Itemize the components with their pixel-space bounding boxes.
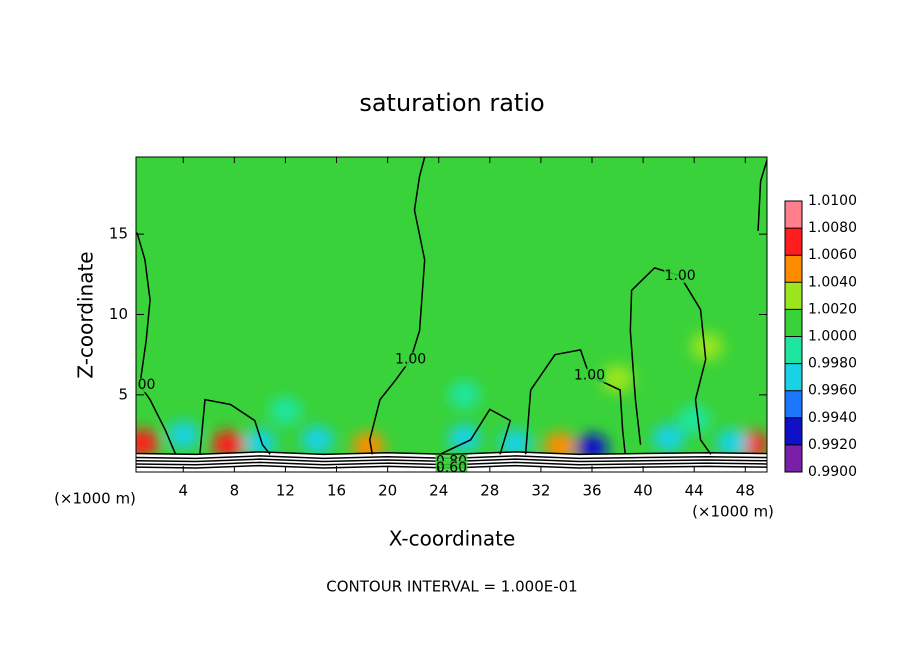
colorbar-tick-label: 0.9900	[808, 464, 857, 480]
colorbar-band	[785, 201, 802, 229]
contour-label-bg	[394, 352, 427, 367]
contour-line	[757, 159, 767, 231]
axes: 4 8 12 16 20 24 28 32 36 40 44 48510150.99000.99200…	[109, 156, 857, 500]
x-tick-label: 12	[276, 482, 295, 500]
colorbar-band	[785, 228, 802, 256]
x-tick-label: 48	[736, 482, 755, 500]
colorbar-band	[785, 417, 802, 445]
y-axis-label: Z-coordinate	[74, 251, 98, 378]
colorbar-band	[785, 444, 802, 472]
x-tick-label: 8	[230, 482, 240, 500]
contour-label-bg	[664, 268, 697, 283]
contour-label: 1.00	[665, 268, 696, 284]
colorbar-tick-label: 0.9940	[808, 410, 857, 426]
contour-line	[439, 408, 512, 455]
field-blob	[136, 429, 159, 458]
x-tick-label: 4	[178, 482, 188, 500]
contour-note: CONTOUR INTERVAL = 1.000E-01	[326, 578, 577, 596]
x-tick-label: 20	[378, 482, 397, 500]
x-tick-label: 44	[685, 482, 704, 500]
field-blob	[301, 425, 334, 454]
chart-title: saturation ratio	[359, 89, 544, 117]
colorbar-band	[785, 282, 802, 310]
y-tick-label: 15	[109, 225, 128, 243]
contour-line	[136, 451, 767, 456]
field-blob	[211, 430, 244, 459]
x-tick-label: 32	[531, 482, 550, 500]
colorbar-band	[785, 363, 802, 391]
colorbar-band	[785, 309, 802, 337]
contour-line	[136, 232, 177, 455]
plot-area: 1.001.001.001.000.800.60	[124, 157, 767, 476]
field-blob	[448, 424, 481, 453]
field-blob	[716, 429, 749, 458]
field-blob	[690, 332, 723, 361]
contour-line	[199, 398, 271, 455]
contour-label-bg	[573, 368, 606, 383]
colorbar-tick-label: 0.9920	[808, 437, 857, 453]
colorbar-tick-label: 1.0020	[808, 301, 857, 317]
colorbar-band	[785, 390, 802, 418]
colorbar-tick-label: 0.9960	[808, 383, 857, 399]
contour-label-bg	[435, 460, 468, 472]
contour-label: 1.00	[395, 352, 426, 368]
field-background	[136, 157, 767, 472]
x-tick-label: 36	[582, 482, 601, 500]
x-unit-right: (×1000 m)	[692, 503, 774, 521]
field-blob	[243, 429, 276, 458]
x-tick-label: 24	[429, 482, 448, 500]
field-blob	[499, 429, 532, 458]
colorbar-tick-label: 1.0060	[808, 247, 857, 263]
field-blob	[448, 380, 481, 409]
x-unit-left: (×1000 m)	[54, 490, 136, 508]
y-tick-label: 10	[109, 305, 128, 323]
x-tick-label: 16	[327, 482, 346, 500]
colorbar-band	[785, 336, 802, 364]
x-axis-label: X-coordinate	[389, 527, 516, 551]
colorbar-tick-label: 1.0000	[808, 329, 857, 345]
contour-line	[524, 349, 626, 455]
field-blob	[269, 396, 302, 425]
y-tick-label: 5	[118, 385, 128, 403]
colorbar-tick-label: 1.0080	[808, 220, 857, 236]
field-blob	[652, 424, 685, 453]
field-blob	[167, 421, 200, 450]
contour-line	[368, 157, 426, 455]
colorbar-tick-label: 1.0100	[808, 193, 857, 209]
contour-label-bg	[136, 378, 156, 393]
x-tick-label: 40	[634, 482, 653, 500]
contour-label: 1.00	[124, 377, 155, 393]
field-blob	[678, 404, 711, 433]
colorbar-tick-label: 1.0040	[808, 274, 857, 290]
colorbar-band	[785, 255, 802, 283]
colorbar-tick-label: 0.9980	[808, 356, 857, 372]
contour-label: 0.60	[436, 460, 467, 476]
x-tick-label: 28	[480, 482, 499, 500]
contour-label: 1.00	[574, 368, 605, 384]
